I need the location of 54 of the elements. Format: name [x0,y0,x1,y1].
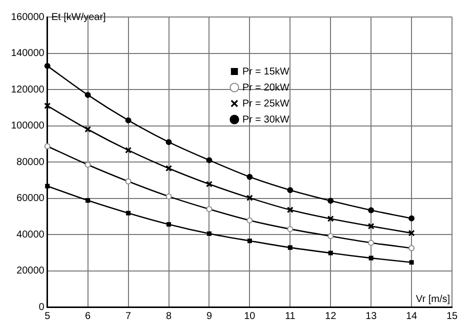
y-tick-label: 160000 [10,12,45,23]
point [409,260,414,265]
point [206,231,212,236]
point [328,250,333,256]
x-axis-title: Vr [m/s] [416,294,450,305]
x-tick-label: 10 [244,310,256,322]
x-tick-label: 14 [406,310,418,322]
point [165,165,172,172]
x-tick-label: 11 [284,310,296,322]
y-tick-label: 120000 [10,84,45,96]
x-tick-label: 8 [166,310,172,322]
point [408,215,415,222]
point [368,256,374,260]
y-tick-label: 40000 [16,229,45,240]
point [368,222,374,230]
x-tick-label: 9 [206,310,212,322]
x-tick-label: 12 [325,310,337,322]
point [44,62,50,69]
point [84,92,91,98]
point [246,194,253,202]
point [166,139,172,146]
y-tick-label: 80000 [16,156,45,168]
y-axis-title: Et [kW/year] [51,12,106,23]
point [166,222,172,227]
x-tick-label: 7 [126,310,132,322]
point [206,157,212,164]
point [286,206,294,214]
x-tick-label: 15 [446,310,458,322]
point [86,198,90,203]
point [368,207,374,214]
point [126,210,131,216]
point [247,238,252,244]
point [125,117,132,124]
x-tick-label: 6 [85,310,92,322]
point [327,215,334,222]
y-tick-label: 140000 [10,48,45,59]
legend-label: Pr = 15kW [242,66,290,78]
legend-label: Pr = 20kW [242,82,290,94]
x-tick-label: 5 [44,310,51,322]
point [288,245,292,250]
y-tick-label: 0 [38,302,45,313]
point [84,126,92,133]
y-tick-label: 60000 [16,193,45,204]
y-tick-label: 20000 [16,266,45,276]
point [206,180,212,188]
x-tick-label: 13 [366,310,378,322]
point [328,198,334,204]
point [45,184,50,188]
point [287,187,294,194]
point [246,174,253,180]
point [125,146,132,154]
legend-label: Pr = 25kW [242,98,290,110]
legend-label: Pr = 30kW [242,114,290,126]
y-tick-label: 100000 [10,120,45,132]
